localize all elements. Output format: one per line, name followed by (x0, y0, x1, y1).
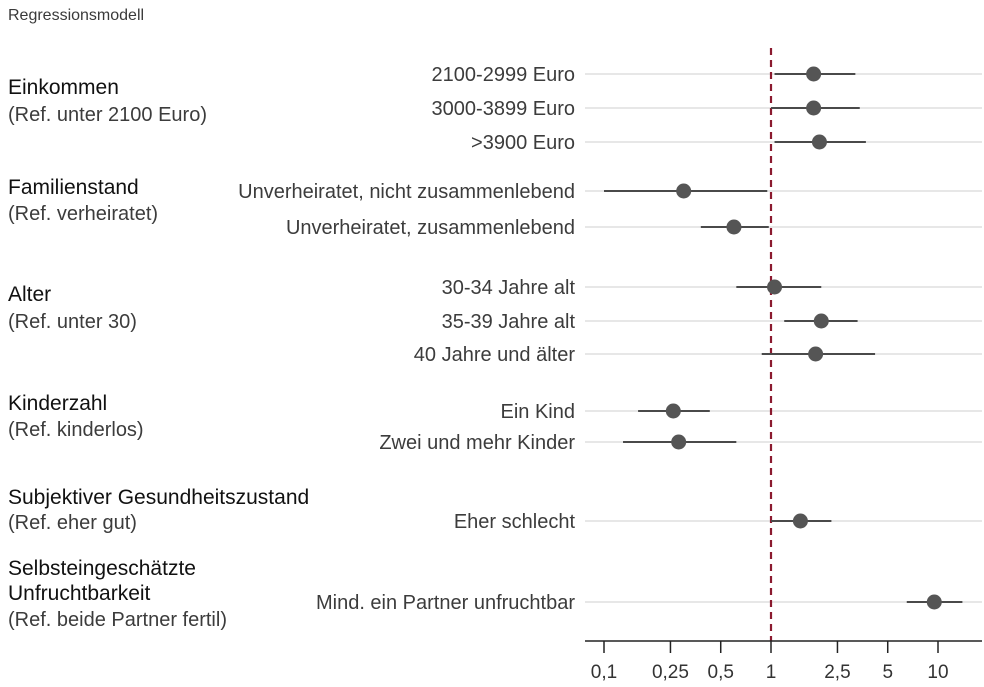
estimate-marks (604, 66, 963, 610)
gridlines (585, 73, 982, 603)
x-tick-label: 2,5 (824, 662, 850, 683)
row-label: Unverheiratet, zusammenlebend (286, 217, 575, 239)
group-label: Unfruchtbarkeit (8, 582, 151, 605)
x-tick-label: 0,1 (591, 662, 617, 683)
group-label: Kinderzahl (8, 392, 107, 415)
estimate-point (806, 100, 822, 116)
x-tick-label: 1 (766, 662, 777, 683)
x-axis: 0,1 0,25 0,5 1 2,5 5 10 (585, 640, 982, 683)
group-label: Alter (8, 283, 51, 306)
x-tick-label: 5 (882, 662, 893, 683)
estimate-point (726, 219, 742, 235)
estimate-point (792, 513, 808, 529)
x-tick-label: 0,25 (652, 662, 689, 683)
group-labels: Einkommen (Ref. unter 2100 Euro) Familiens… (8, 76, 309, 631)
group-reference-label: (Ref. unter 2100 Euro) (8, 104, 207, 126)
row-label: Zwei und mehr Kinder (379, 432, 575, 454)
estimate-point (806, 66, 822, 82)
group-reference-label: (Ref. kinderlos) (8, 419, 144, 441)
row-label: 3000-3899 Euro (432, 98, 575, 120)
estimate-point (767, 279, 783, 295)
group-label: Familienstand (8, 176, 139, 199)
row-labels: 2100-2999 Euro 3000-3899 Euro >3900 Euro Un… (238, 64, 575, 614)
group-label: Einkommen (8, 76, 119, 99)
estimate-point (665, 403, 681, 419)
row-label: Mind. ein Partner unfruchtbar (316, 592, 575, 614)
row-label: Ein Kind (501, 401, 576, 423)
group-label: Selbsteingeschätzte (8, 557, 196, 580)
row-label: Eher schlecht (454, 511, 576, 533)
x-tick-label: 0,5 (708, 662, 734, 683)
estimate-point (811, 134, 827, 150)
group-reference-label: (Ref. verheiratet) (8, 203, 158, 225)
x-tick-label: 10 (927, 662, 948, 683)
chart-title: Regressionsmodell (8, 7, 144, 24)
row-label: Unverheiratet, nicht zusammenlebend (238, 181, 575, 203)
row-label: 30-34 Jahre alt (442, 277, 576, 299)
row-label: 40 Jahre und älter (414, 344, 576, 366)
group-label: Subjektiver Gesundheitszustand (8, 486, 309, 509)
estimate-point (808, 346, 824, 362)
estimate-point (676, 183, 692, 199)
row-label: 2100-2999 Euro (432, 64, 575, 86)
group-reference-label: (Ref. eher gut) (8, 512, 137, 534)
group-reference-label: (Ref. unter 30) (8, 311, 137, 333)
row-label: 35-39 Jahre alt (442, 311, 576, 333)
estimate-point (926, 594, 942, 610)
row-label: >3900 Euro (471, 132, 575, 154)
group-reference-label: (Ref. beide Partner fertil) (8, 609, 227, 631)
estimate-point (813, 313, 829, 329)
estimate-point (671, 434, 687, 450)
